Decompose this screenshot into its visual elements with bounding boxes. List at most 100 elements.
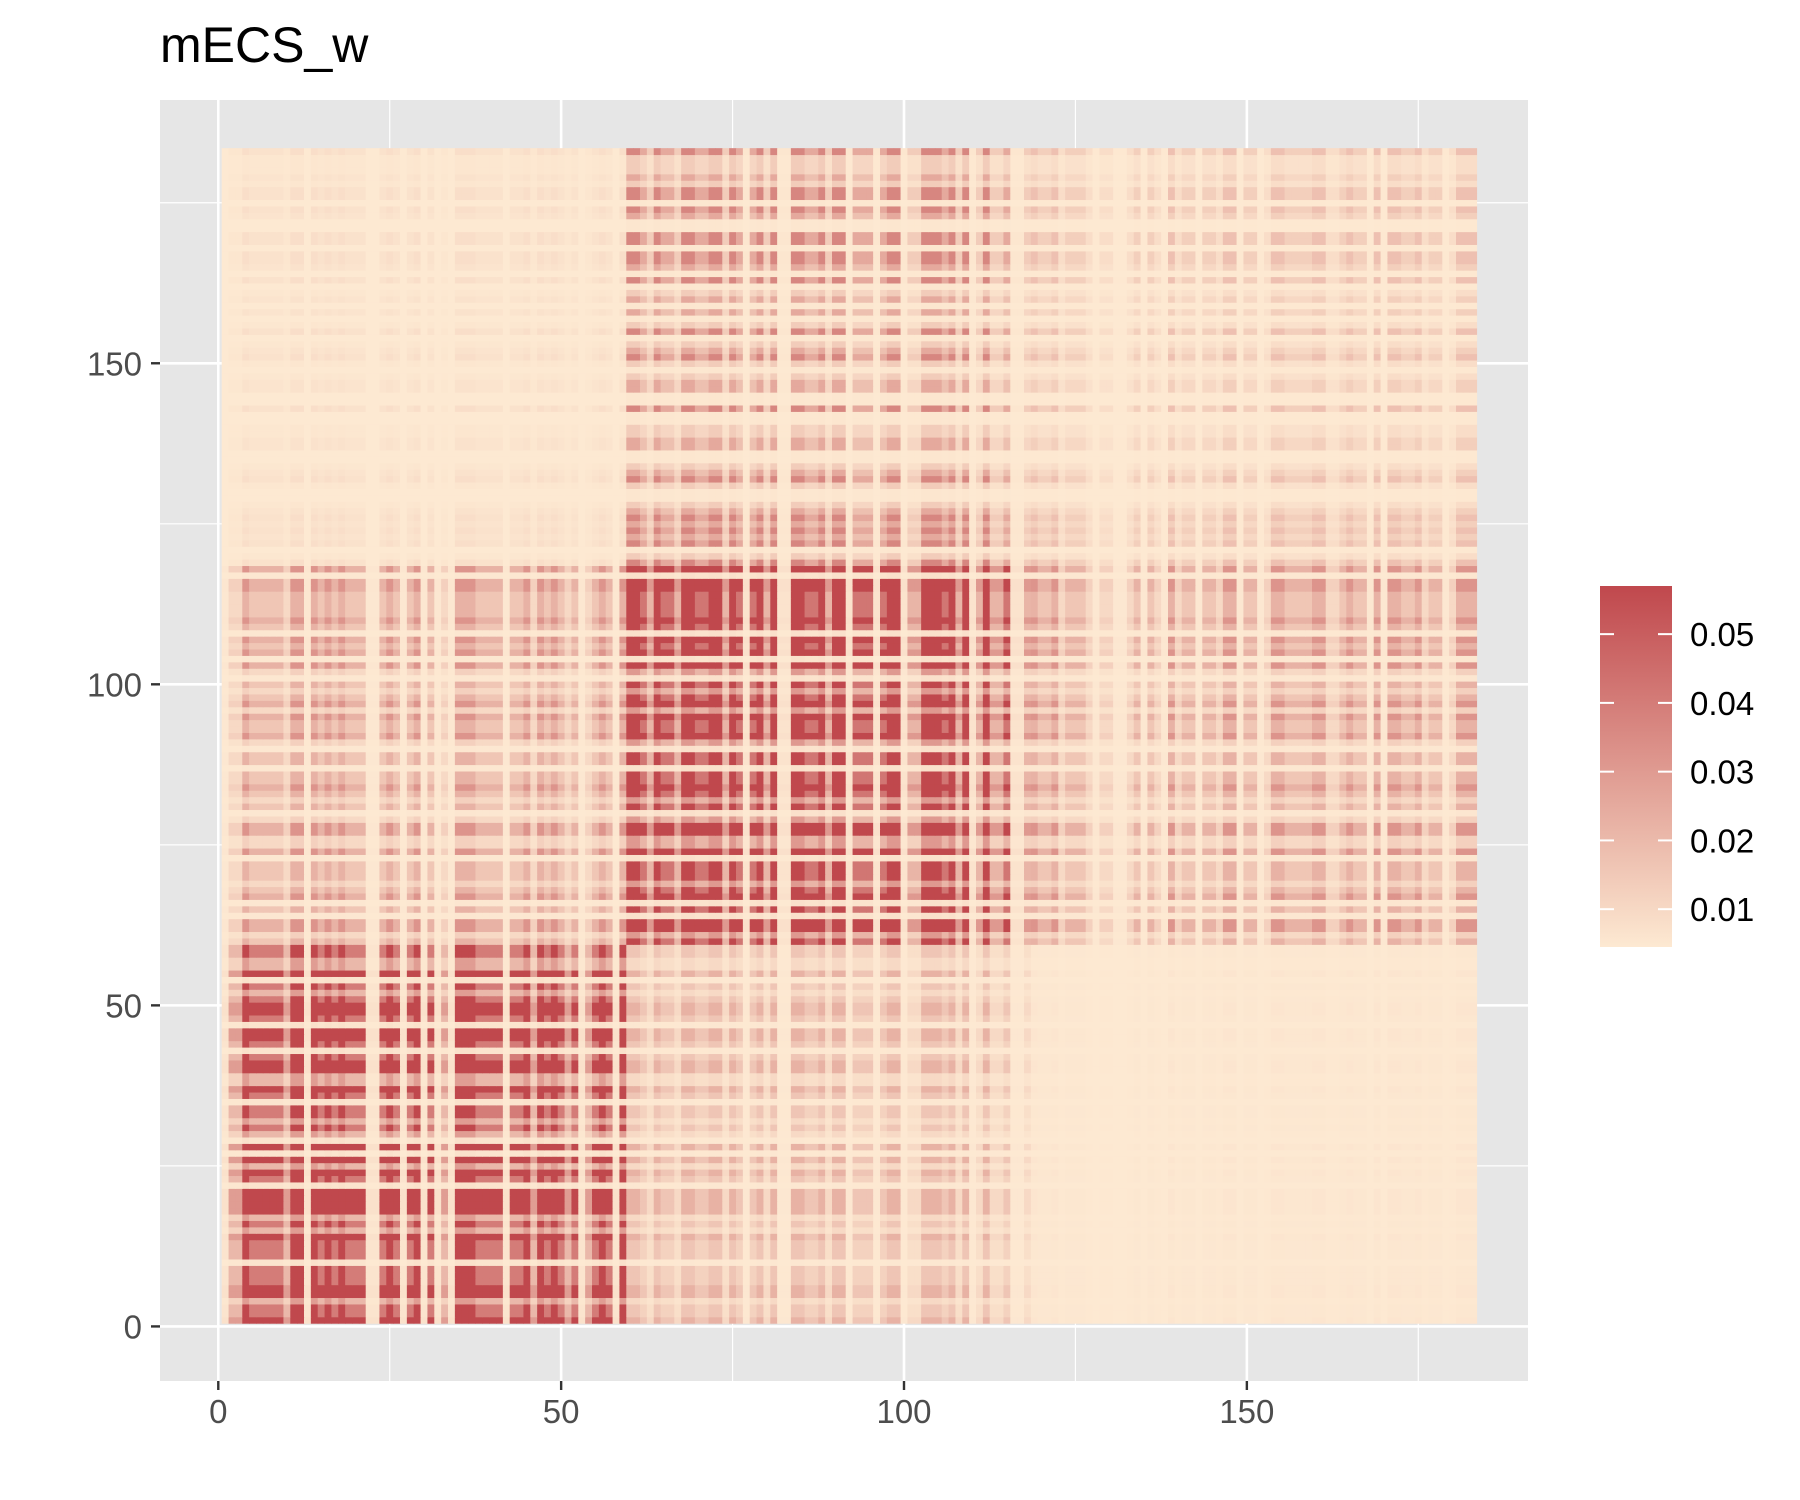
heatmap-cell bbox=[640, 1271, 648, 1279]
heatmap-cell bbox=[1147, 1214, 1155, 1221]
heatmap-cell bbox=[262, 1239, 271, 1247]
heatmap-cell bbox=[379, 1143, 387, 1151]
heatmap-cell bbox=[1113, 1297, 1121, 1305]
heatmap-cell bbox=[592, 1220, 600, 1228]
heatmap-cell bbox=[1264, 1156, 1272, 1164]
heatmap-cell bbox=[694, 1316, 703, 1324]
heatmap-cell bbox=[777, 1214, 785, 1221]
heatmap-cell bbox=[352, 1149, 360, 1157]
heatmap-cell bbox=[379, 1271, 387, 1279]
heatmap-cell bbox=[1037, 1303, 1046, 1311]
heatmap-cell bbox=[1339, 1175, 1347, 1183]
heatmap-cell bbox=[228, 1162, 236, 1170]
heatmap-cell bbox=[358, 1175, 367, 1183]
heatmap-cell bbox=[406, 1316, 415, 1324]
heatmap-cell bbox=[1442, 1233, 1450, 1241]
heatmap-cell bbox=[256, 1233, 264, 1241]
heatmap-cell bbox=[427, 1259, 435, 1266]
heatmap-cell bbox=[1209, 1181, 1217, 1189]
heatmap-cell bbox=[1195, 1233, 1203, 1241]
heatmap-cell bbox=[1024, 1246, 1032, 1254]
heatmap-cell bbox=[674, 1207, 682, 1215]
heatmap-cell bbox=[352, 1188, 360, 1196]
heatmap-cell bbox=[1216, 1181, 1224, 1189]
heatmap-cell bbox=[880, 1310, 888, 1318]
heatmap-cell bbox=[756, 1265, 764, 1273]
heatmap-cell bbox=[976, 1201, 984, 1209]
heatmap-cell bbox=[742, 1207, 751, 1215]
heatmap-cell bbox=[811, 1169, 819, 1177]
heatmap-cell bbox=[633, 1201, 641, 1209]
heatmap-cell bbox=[1058, 1246, 1066, 1254]
heatmap-cell bbox=[578, 1156, 586, 1164]
heatmap-cell bbox=[1222, 1284, 1231, 1292]
heatmap-cell bbox=[948, 1214, 956, 1221]
heatmap-cell bbox=[1030, 1162, 1039, 1170]
heatmap-cell bbox=[921, 1252, 929, 1260]
heatmap-cell bbox=[948, 1265, 956, 1273]
heatmap-cell bbox=[619, 1278, 627, 1286]
heatmap-cell bbox=[729, 1310, 737, 1318]
heatmap-cell bbox=[784, 1207, 792, 1215]
heatmap-cell bbox=[729, 1316, 737, 1324]
heatmap-cell bbox=[1305, 1162, 1313, 1170]
heatmap-cell bbox=[646, 1233, 655, 1241]
heatmap-cell bbox=[235, 1233, 243, 1241]
heatmap-cell bbox=[338, 1297, 346, 1305]
heatmap-cell bbox=[242, 1252, 250, 1260]
heatmap-cell bbox=[756, 1201, 764, 1209]
heatmap-cell bbox=[1339, 1297, 1347, 1305]
heatmap-cell bbox=[1414, 1252, 1423, 1260]
heatmap-cell bbox=[516, 1316, 524, 1324]
heatmap-cell bbox=[948, 1291, 956, 1299]
heatmap-cell bbox=[489, 1239, 497, 1247]
heatmap-cell bbox=[1435, 1284, 1443, 1292]
heatmap-cell bbox=[886, 1265, 895, 1273]
heatmap-cell bbox=[256, 1271, 264, 1279]
heatmap-cell bbox=[701, 1175, 710, 1183]
heatmap-cell bbox=[427, 1214, 435, 1221]
heatmap-cell bbox=[955, 1291, 963, 1299]
heatmap-cell bbox=[1030, 1278, 1039, 1286]
heatmap-cell bbox=[1051, 1271, 1059, 1279]
heatmap-cell bbox=[434, 1194, 442, 1202]
heatmap-cell bbox=[1099, 1284, 1107, 1292]
heatmap-cell bbox=[838, 1149, 847, 1157]
heatmap-cell bbox=[461, 1181, 470, 1189]
heatmap-cell bbox=[461, 1246, 470, 1254]
heatmap-cell bbox=[523, 1291, 531, 1299]
heatmap-cell bbox=[1332, 1207, 1340, 1215]
heatmap-cell bbox=[379, 1233, 387, 1241]
heatmap-cell bbox=[489, 1278, 497, 1286]
heatmap-cell bbox=[571, 1233, 579, 1241]
heatmap-cell bbox=[1161, 1220, 1169, 1228]
heatmap-cell bbox=[249, 1175, 257, 1183]
heatmap-cell bbox=[749, 1316, 758, 1324]
heatmap-cell bbox=[804, 1297, 812, 1305]
heatmap-cell bbox=[1092, 1252, 1100, 1260]
heatmap-cell bbox=[1188, 1252, 1196, 1260]
heatmap-cell bbox=[1113, 1214, 1121, 1221]
heatmap-cell bbox=[1270, 1181, 1279, 1189]
heatmap-cell bbox=[660, 1265, 668, 1273]
heatmap-cell bbox=[1065, 1252, 1073, 1260]
heatmap-cell bbox=[1140, 1156, 1148, 1164]
heatmap-cell bbox=[1154, 1271, 1162, 1279]
heatmap-cell bbox=[681, 1194, 689, 1202]
heatmap-cell bbox=[1037, 1175, 1046, 1183]
heatmap-cell bbox=[1106, 1259, 1114, 1266]
heatmap-cell bbox=[667, 1214, 675, 1221]
heatmap-cell bbox=[688, 1316, 696, 1324]
heatmap-cell bbox=[496, 1310, 504, 1318]
heatmap-cell bbox=[626, 1316, 634, 1324]
heatmap-cell bbox=[1312, 1297, 1320, 1305]
heatmap-cell bbox=[873, 1181, 881, 1189]
heatmap-cell bbox=[427, 1239, 435, 1247]
heatmap-cell bbox=[1421, 1246, 1430, 1254]
heatmap-cell bbox=[379, 1181, 387, 1189]
heatmap-cell bbox=[1408, 1278, 1416, 1286]
heatmap-cell bbox=[1346, 1149, 1354, 1157]
heatmap-cell bbox=[1449, 1194, 1457, 1202]
heatmap-cell bbox=[509, 1291, 518, 1299]
